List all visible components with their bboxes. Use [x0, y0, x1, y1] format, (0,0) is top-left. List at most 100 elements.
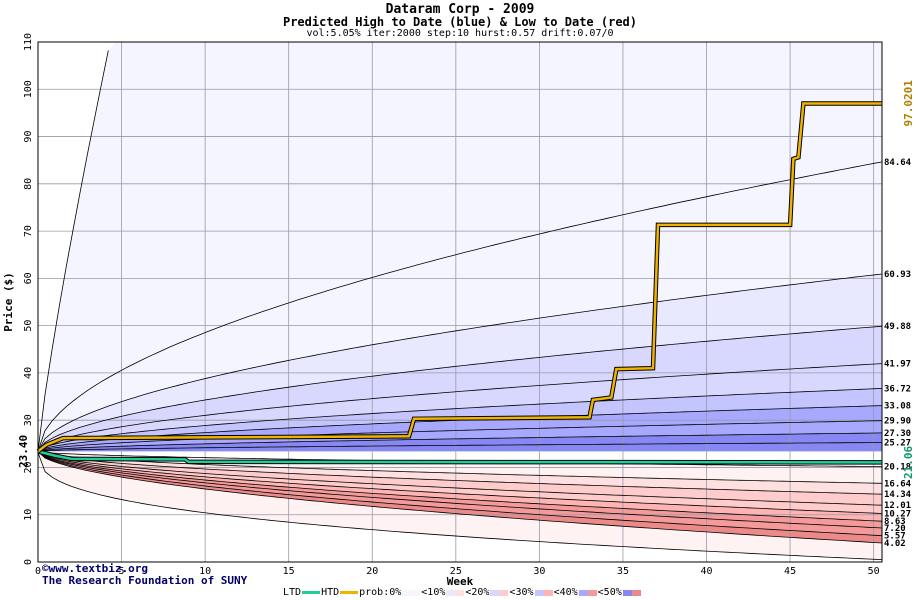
high-band [38, 420, 882, 452]
ltd-final-label: 21.06 [902, 446, 915, 479]
low-band [38, 451, 882, 528]
low-band [38, 451, 882, 543]
htd-line [37, 102, 882, 453]
legend-ltd: LTD [283, 587, 321, 598]
legend-swatch-0 [402, 589, 421, 596]
high-band [38, 274, 882, 452]
low-end-label: 5.57 [884, 532, 906, 542]
x-tick-label: 35 [617, 566, 629, 577]
y-tick-label: 20 [23, 461, 34, 473]
high-end-label: 27.30 [884, 429, 911, 439]
ltd-line [37, 450, 883, 464]
low-end-label: 10.27 [884, 509, 911, 519]
legend-prob-50: <50% [598, 587, 642, 598]
legend: LTD HTD prob:0% <10% <20% <30% <40% <50% [283, 587, 642, 598]
high-end-label: 33.08 [884, 402, 911, 412]
x-tick-label: 10 [199, 566, 211, 577]
low-quantile-line [37, 451, 883, 529]
low-quantile-line [37, 452, 883, 560]
legend-swatch-10 [446, 589, 465, 596]
low-end-label: 14.34 [884, 490, 912, 500]
low-end-label: 20.18 [884, 463, 911, 473]
high-quantile-line [37, 420, 883, 452]
x-tick-label: 50 [868, 566, 880, 577]
legend-htd-swatch [340, 591, 359, 594]
high-band [38, 405, 882, 452]
high-end-label: 60.93 [884, 270, 911, 280]
y-tick-label: 60 [23, 272, 34, 284]
credit-url[interactable]: www.textbiz.org [48, 562, 148, 575]
high-end-label: 49.88 [884, 322, 911, 332]
high-band-core [38, 442, 882, 452]
credit-org: The Research Foundation of SUNY [42, 574, 248, 587]
legend-p40-label: <40% [553, 587, 578, 598]
credit-block: ©www.textbiz.org The Research Foundation… [42, 563, 247, 587]
high-quantile-line [37, 50, 109, 452]
x-tick-label: 45 [784, 566, 796, 577]
legend-swatch-30 [534, 589, 553, 596]
high-band [38, 42, 882, 452]
start-price-label: 23.40 [17, 435, 30, 468]
legend-p20-label: <20% [465, 587, 490, 598]
low-end-label: 16.64 [884, 479, 912, 489]
low-quantile-line [37, 451, 883, 514]
high-end-label: 84.64 [884, 158, 912, 168]
high-quantile-line [37, 161, 883, 452]
high-quantile-line [37, 273, 883, 452]
y-tick-label: 110 [23, 33, 34, 51]
y-tick-label: 70 [23, 225, 34, 237]
legend-swatch-20 [490, 589, 509, 596]
high-end-label: 41.97 [884, 360, 911, 370]
y-tick-label: 90 [23, 131, 34, 143]
chart-params: vol:5.05% iter:2000 step:10 hurst:0.57 d… [306, 28, 614, 39]
low-quantile-line [37, 451, 883, 484]
htd-final-label: 97.0201 [902, 80, 915, 127]
low-band [38, 451, 882, 495]
high-end-label: 25.27 [884, 439, 911, 449]
legend-p50-label: <50% [597, 587, 622, 598]
copyright-icon: © [42, 562, 49, 575]
low-band [38, 451, 882, 522]
legend-prob-10: <10% [421, 587, 465, 598]
high-quantile-line [37, 442, 883, 452]
y-tick-label: 50 [23, 320, 34, 332]
legend-swatch-50 [622, 589, 641, 596]
low-quantile-line [37, 451, 883, 495]
high-band [38, 161, 882, 452]
low-band [38, 451, 882, 514]
low-quantile-line [37, 451, 883, 544]
legend-prob-30: <30% [509, 587, 553, 598]
legend-prob-label: prob:0% [359, 587, 402, 598]
low-end-label: 12.01 [884, 501, 911, 511]
legend-swatch-40 [578, 589, 597, 596]
low-end-label: 7.20 [884, 524, 906, 534]
high-quantile-line [37, 363, 883, 452]
y-tick-label: 100 [23, 80, 34, 98]
legend-p10-label: <10% [421, 587, 446, 598]
chart-title: Dataram Corp - 2009 [385, 2, 535, 17]
y-tick-label: 10 [23, 509, 34, 521]
y-axis-label: Price ($) [2, 272, 15, 332]
x-axis-label: Week [447, 575, 474, 588]
x-tick-label: 20 [366, 566, 378, 577]
low-band [38, 451, 882, 506]
legend-prob-0: prob:0% [359, 587, 421, 598]
high-quantile-line [37, 388, 883, 452]
high-band [38, 326, 882, 452]
high-band [38, 363, 882, 452]
y-tick-label: 30 [23, 414, 34, 426]
low-quantile-line [37, 451, 883, 537]
high-band [38, 432, 882, 452]
legend-ltd-swatch [302, 591, 321, 594]
legend-htd: HTD [321, 587, 359, 598]
legend-prob-20: <20% [465, 587, 509, 598]
high-end-label: 29.90 [884, 417, 911, 427]
high-end-label: 36.72 [884, 384, 911, 394]
x-tick-label: 5 [119, 566, 125, 577]
y-tick-label: 40 [23, 367, 34, 379]
legend-p30-label: <30% [509, 587, 534, 598]
legend-htd-label: HTD [321, 587, 340, 598]
x-tick-label: 30 [533, 566, 545, 577]
low-end-label: 4.02 [884, 539, 906, 549]
